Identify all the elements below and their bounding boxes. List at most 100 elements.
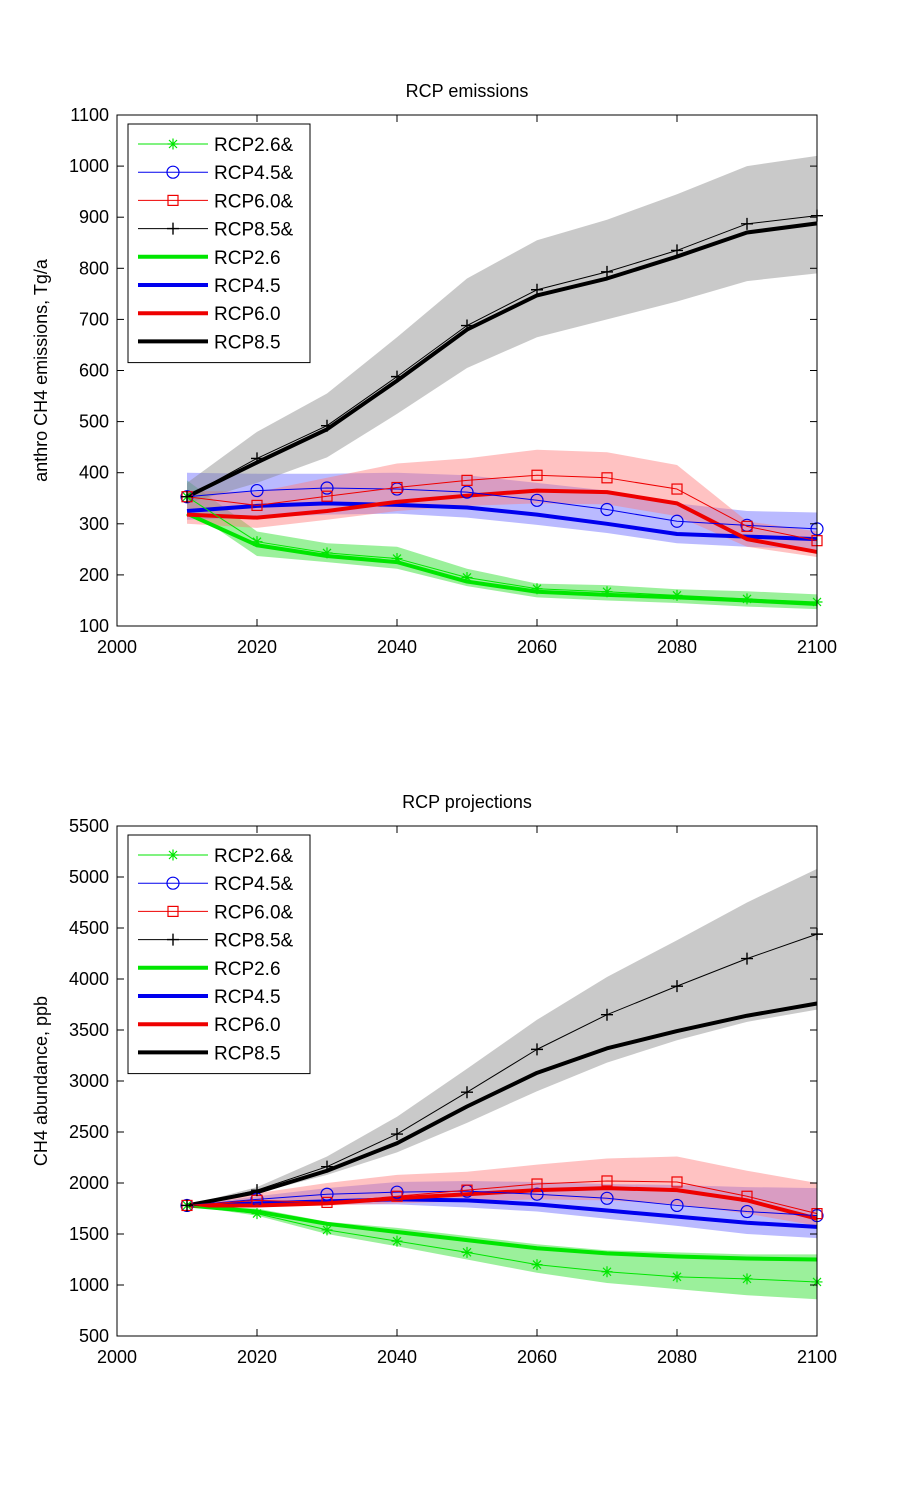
marker-plus bbox=[391, 1128, 403, 1141]
marker-plus bbox=[531, 1043, 543, 1056]
marker-plus bbox=[391, 370, 403, 383]
marker-plus bbox=[601, 265, 613, 278]
legend-entry: RCP2.6 bbox=[138, 959, 281, 980]
legend-entry: RCP2.6 bbox=[138, 248, 281, 269]
marker-square bbox=[601, 1175, 613, 1187]
legend-entry: RCP8.5 bbox=[138, 1043, 281, 1064]
y-tick-label: 900 bbox=[79, 207, 109, 227]
series-rcp45-thick bbox=[186, 501, 818, 542]
band-rcp60 bbox=[187, 449, 817, 558]
y-tick-label: 1000 bbox=[69, 156, 109, 176]
series-line bbox=[187, 1186, 818, 1221]
marker-plus bbox=[741, 217, 753, 230]
series-line bbox=[186, 487, 818, 530]
legend-entry: RCP6.0 bbox=[138, 304, 281, 325]
series-line bbox=[186, 1197, 818, 1229]
marker-plus bbox=[671, 980, 683, 993]
legend-box bbox=[127, 834, 311, 1075]
x-tick-label: 2000 bbox=[97, 637, 137, 657]
y-tick-label: 500 bbox=[79, 412, 109, 432]
band-rcp45 bbox=[187, 1180, 817, 1239]
y-tick-label: 500 bbox=[79, 1326, 109, 1346]
series-rcp60-thick bbox=[186, 488, 818, 554]
marker-star bbox=[391, 553, 403, 565]
marker-square bbox=[531, 1178, 543, 1190]
y-tick-label: 2500 bbox=[69, 1122, 109, 1142]
legend: RCP2.6&RCP4.5&RCP6.0&RCP8.5&RCP2.6 RCP4.5… bbox=[127, 834, 311, 1075]
marker-plus bbox=[671, 244, 683, 257]
marker-square bbox=[167, 905, 179, 918]
marker-square bbox=[671, 1176, 683, 1188]
marker-circle bbox=[600, 1191, 614, 1205]
legend-entry: RCP4.5 bbox=[138, 987, 281, 1008]
legend: RCP2.6&RCP4.5&RCP6.0&RCP8.5&RCP2.6 RCP4.5… bbox=[127, 123, 311, 364]
y-tick-label: 300 bbox=[79, 514, 109, 534]
legend-label: RCP6.0 bbox=[214, 304, 281, 325]
marker-star bbox=[741, 1273, 753, 1285]
legend-entry: RCP8.5& bbox=[138, 220, 294, 241]
x-tick-label: 2020 bbox=[237, 637, 277, 657]
marker-circle bbox=[530, 493, 544, 507]
legend-label: RCP2.6 bbox=[214, 248, 281, 269]
x-tick-label: 2020 bbox=[237, 1347, 277, 1367]
legend-entry: RCP4.5 bbox=[138, 276, 281, 297]
marker-plus bbox=[321, 419, 333, 432]
legend-label: RCP6.0 bbox=[214, 1015, 281, 1036]
marker-square bbox=[321, 490, 333, 502]
legend-label: RCP4.5& bbox=[214, 874, 294, 895]
marker-circle bbox=[460, 485, 474, 499]
y-tick-label: 700 bbox=[79, 309, 109, 329]
legend-entry: RCP2.6& bbox=[138, 846, 294, 867]
legend-label: RCP8.5& bbox=[214, 931, 294, 952]
y-axis-label: CH4 abundance, ppb bbox=[31, 996, 51, 1166]
chart-2: 2000 2020 2040 2060 2080 2100 500 1000 1500 2000 2… bbox=[31, 792, 837, 1367]
marker-square bbox=[741, 520, 753, 532]
legend-label: RCP6.0& bbox=[214, 902, 294, 923]
x-tick-label: 2060 bbox=[517, 637, 557, 657]
marker-plus bbox=[321, 1160, 333, 1173]
marker-plus bbox=[167, 222, 179, 235]
legend-entry: RCP4.5& bbox=[138, 163, 294, 184]
marker-star bbox=[167, 138, 179, 150]
marker-circle bbox=[320, 481, 334, 495]
marker-square bbox=[601, 472, 613, 484]
series-lines bbox=[180, 209, 824, 608]
marker-star bbox=[531, 583, 543, 595]
y-tick-label: 100 bbox=[79, 616, 109, 636]
marker-star bbox=[741, 593, 753, 605]
marker-circle bbox=[320, 1187, 334, 1201]
y-tick-label: 1000 bbox=[69, 1275, 109, 1295]
legend-label: RCP4.5& bbox=[214, 163, 294, 184]
marker-plus bbox=[601, 1008, 613, 1021]
marker-star bbox=[601, 586, 613, 598]
legend-entry: RCP6.0& bbox=[138, 902, 294, 923]
marker-square bbox=[251, 499, 263, 512]
y-tick-label: 5500 bbox=[69, 816, 109, 836]
marker-star bbox=[461, 571, 473, 583]
marker-circle bbox=[600, 502, 614, 517]
marker-plus bbox=[741, 952, 753, 965]
x-tick-label: 2080 bbox=[657, 1347, 697, 1367]
y-tick-label: 800 bbox=[79, 258, 109, 278]
y-axis-label: anthro CH4 emissions, Tg/a bbox=[31, 258, 51, 482]
legend-label: RCP8.5 bbox=[214, 1043, 281, 1064]
x-tick-label: 2100 bbox=[797, 637, 837, 657]
legend-entry: RCP4.5& bbox=[138, 874, 294, 895]
series-line bbox=[186, 1190, 818, 1217]
y-tick-label: 3000 bbox=[69, 1071, 109, 1091]
marker-star bbox=[167, 849, 179, 861]
marker-plus bbox=[251, 452, 263, 465]
y-tick-label: 5000 bbox=[69, 867, 109, 887]
marker-square bbox=[461, 1184, 473, 1196]
marker-star bbox=[671, 589, 683, 601]
legend-box bbox=[127, 123, 311, 364]
series-line bbox=[186, 1001, 818, 1208]
band-rcp85 bbox=[187, 868, 817, 1206]
marker-plus bbox=[181, 1199, 193, 1212]
legend-entry: RCP6.0& bbox=[138, 191, 294, 212]
chart-1: 2000 2020 2040 2060 2080 2100 100 200 300 400 500 6… bbox=[31, 81, 837, 657]
y-tick-label: 400 bbox=[79, 463, 109, 483]
y-tick-label: 600 bbox=[79, 361, 109, 381]
y-tick-label: 1500 bbox=[69, 1224, 109, 1244]
legend-entry: RCP8.5 bbox=[138, 332, 281, 353]
